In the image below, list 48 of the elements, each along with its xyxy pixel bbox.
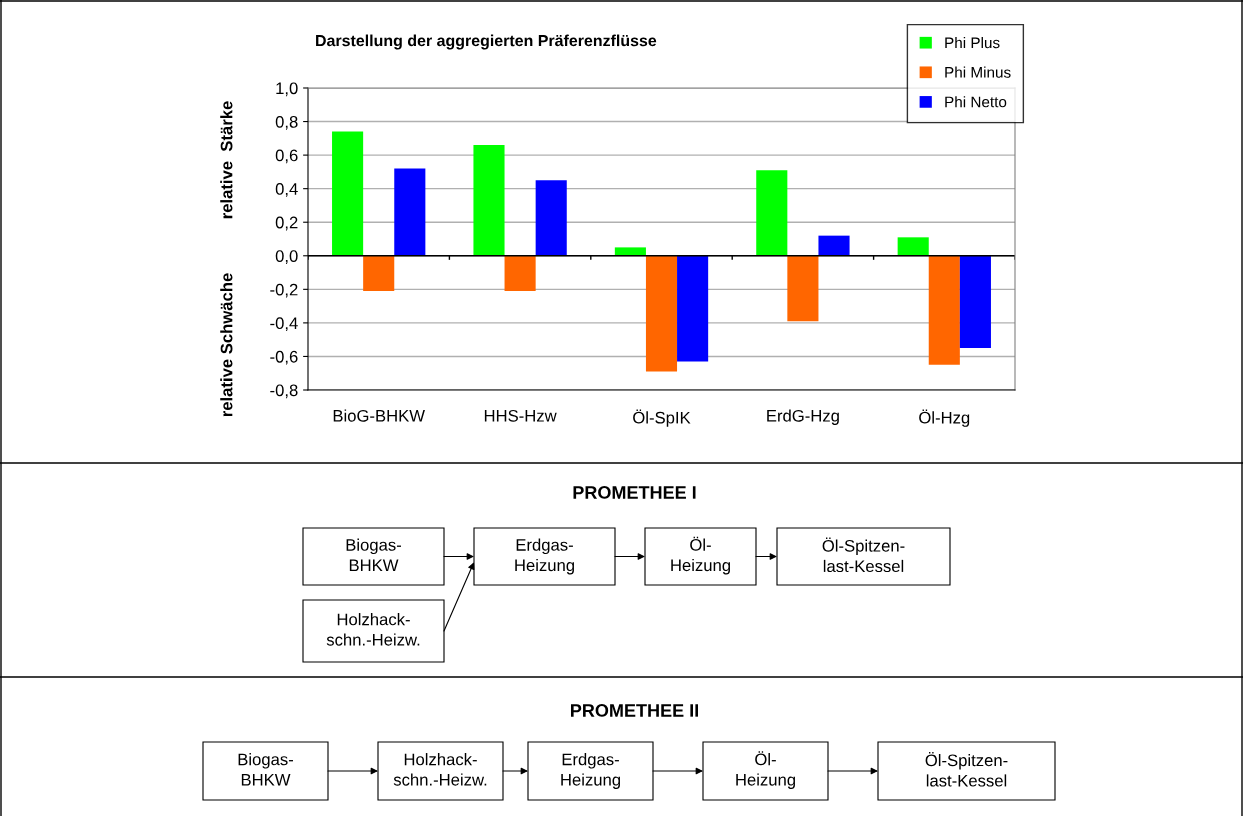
- text: Öl- Heizung: [671, 536, 730, 575]
- y-tick-label: -0,6: [270, 350, 298, 365]
- x-tick-label: HHS-Hzw: [484, 409, 557, 422]
- bar: [787, 255, 819, 322]
- bar: [535, 180, 567, 256]
- legend-label: Phi Plus: [945, 36, 1000, 49]
- text: PROMETHEE I: [573, 486, 696, 499]
- bar: [928, 255, 960, 365]
- text: Öl-Spitzen- last-Kessel: [925, 752, 1008, 787]
- y-tick-label: 0,6: [275, 149, 298, 164]
- y-axis-title: relative Stärke: [220, 101, 233, 219]
- x-tick-label: Öl-SpIK: [633, 409, 691, 427]
- bar: [363, 255, 395, 292]
- legend-label: Phi Minus: [945, 66, 1011, 78]
- x-tick-label: BioG-BHKW: [333, 409, 425, 422]
- bar: [897, 237, 929, 256]
- bar: [614, 247, 646, 256]
- bar: [394, 168, 426, 256]
- y-tick-label: 0,2: [275, 216, 298, 231]
- bar: [756, 170, 788, 256]
- text: Holzhack- schn.-Heizw.: [326, 613, 420, 646]
- bar: [504, 255, 536, 292]
- bar: [645, 255, 678, 372]
- x-tick-label: Öl-Hzg: [919, 409, 970, 427]
- text: Erdgas- Heizung: [561, 753, 620, 789]
- bar: [818, 235, 850, 256]
- y-tick-label: -0,2: [270, 283, 298, 298]
- y-tick-label: 0,0: [275, 250, 298, 264]
- y-tick-label: 1,0: [276, 82, 298, 97]
- chart-title: Darstellung der aggregierten Präferenzflüsse: [316, 34, 657, 50]
- text: PROMETHEE II: [571, 704, 698, 717]
- text: Erdgas- Heizung: [515, 538, 574, 575]
- text: Biogas- BHKW: [346, 538, 402, 571]
- text: Öl- Heizung: [736, 751, 795, 789]
- text: Biogas- BHKW: [238, 753, 294, 786]
- y-tick-label: -0,8: [270, 384, 298, 399]
- y-tick-label: 0,8: [275, 115, 298, 130]
- legend-label: Phi Netto: [945, 96, 1007, 108]
- bar: [473, 145, 505, 256]
- bar: [332, 131, 364, 256]
- y-tick-label: -0,4: [270, 317, 298, 332]
- text: Öl-Spitzen- last-Kessel: [822, 537, 905, 573]
- bar: [677, 255, 709, 362]
- x-tick-label: ErdG-Hzg: [767, 409, 839, 425]
- y-tick-label: 0,4: [275, 183, 298, 197]
- text: Holzhack- schn.-Heizw.: [393, 753, 487, 786]
- text: relative Schwäche: [220, 273, 233, 417]
- bar: [959, 255, 991, 349]
